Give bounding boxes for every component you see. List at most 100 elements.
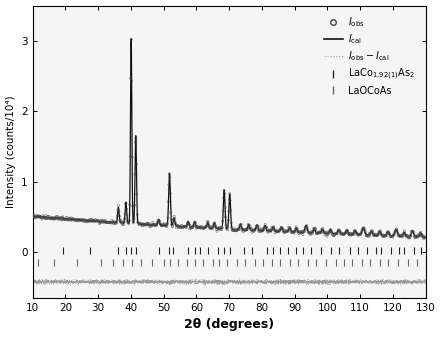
- Point: [350, 231, 357, 236]
- Point: [199, 225, 206, 230]
- Point: [102, 217, 109, 223]
- Point: [388, 234, 395, 239]
- Point: [231, 228, 238, 233]
- Point: [264, 228, 271, 234]
- Point: [115, 203, 122, 208]
- Point: [300, 229, 307, 235]
- Point: [324, 231, 331, 236]
- Point: [195, 225, 202, 231]
- Point: [408, 229, 415, 235]
- Point: [156, 218, 163, 223]
- Point: [132, 140, 139, 145]
- Point: [415, 233, 422, 239]
- Point: [283, 228, 290, 233]
- Point: [317, 229, 324, 235]
- Point: [244, 225, 251, 231]
- Point: [383, 233, 390, 238]
- Point: [199, 225, 206, 231]
- Point: [358, 228, 365, 234]
- Point: [69, 217, 76, 223]
- Point: [378, 233, 385, 239]
- Point: [64, 217, 71, 222]
- Point: [373, 233, 380, 238]
- Point: [32, 215, 39, 220]
- Point: [307, 229, 314, 235]
- Point: [53, 214, 60, 220]
- Point: [103, 219, 110, 225]
- Point: [88, 217, 95, 222]
- Point: [381, 233, 388, 238]
- Point: [418, 232, 425, 238]
- Point: [415, 233, 422, 239]
- Point: [153, 220, 161, 226]
- Point: [112, 220, 119, 226]
- Point: [111, 219, 118, 225]
- Point: [34, 214, 41, 219]
- Point: [118, 219, 125, 225]
- Point: [143, 222, 150, 227]
- Point: [64, 215, 71, 220]
- Point: [398, 234, 405, 239]
- Point: [45, 216, 52, 221]
- Point: [142, 222, 149, 228]
- Point: [234, 227, 241, 232]
- Point: [273, 228, 280, 234]
- Point: [357, 232, 364, 237]
- Point: [235, 227, 243, 232]
- Point: [30, 212, 37, 218]
- Point: [161, 221, 168, 226]
- Point: [105, 220, 112, 225]
- Point: [305, 229, 312, 235]
- Point: [367, 231, 374, 236]
- Point: [90, 218, 97, 223]
- Point: [374, 232, 381, 238]
- Point: [110, 221, 117, 226]
- Point: [113, 220, 120, 225]
- Point: [218, 227, 225, 233]
- Point: [120, 222, 127, 227]
- Point: [100, 220, 107, 225]
- Point: [371, 233, 378, 238]
- Point: [336, 228, 343, 234]
- Point: [364, 233, 371, 238]
- Point: [93, 218, 101, 223]
- Point: [239, 226, 246, 232]
- Point: [183, 223, 191, 228]
- Point: [207, 224, 214, 230]
- Point: [368, 228, 375, 234]
- Point: [41, 215, 49, 220]
- Point: [313, 231, 320, 236]
- Point: [227, 208, 234, 213]
- Point: [146, 224, 153, 229]
- Point: [75, 218, 82, 224]
- Point: [110, 219, 117, 224]
- Point: [397, 233, 404, 238]
- Point: [126, 218, 133, 223]
- Point: [390, 232, 397, 238]
- Point: [306, 230, 313, 235]
- Point: [286, 226, 293, 232]
- Point: [353, 232, 360, 237]
- Point: [109, 220, 116, 225]
- Point: [354, 231, 361, 236]
- Point: [71, 217, 78, 222]
- Point: [221, 191, 228, 196]
- Point: [133, 191, 140, 197]
- Point: [140, 222, 147, 227]
- Point: [313, 228, 320, 234]
- Point: [164, 221, 171, 226]
- Point: [347, 231, 354, 236]
- Point: [309, 229, 316, 235]
- Point: [171, 214, 178, 219]
- Point: [263, 224, 270, 230]
- Point: [112, 221, 120, 226]
- Point: [226, 191, 233, 196]
- Point: [181, 224, 188, 229]
- Point: [406, 235, 413, 241]
- Point: [124, 218, 131, 224]
- Point: [212, 224, 219, 229]
- Point: [129, 204, 136, 209]
- Point: [117, 218, 124, 223]
- Point: [364, 233, 371, 238]
- Point: [52, 215, 59, 221]
